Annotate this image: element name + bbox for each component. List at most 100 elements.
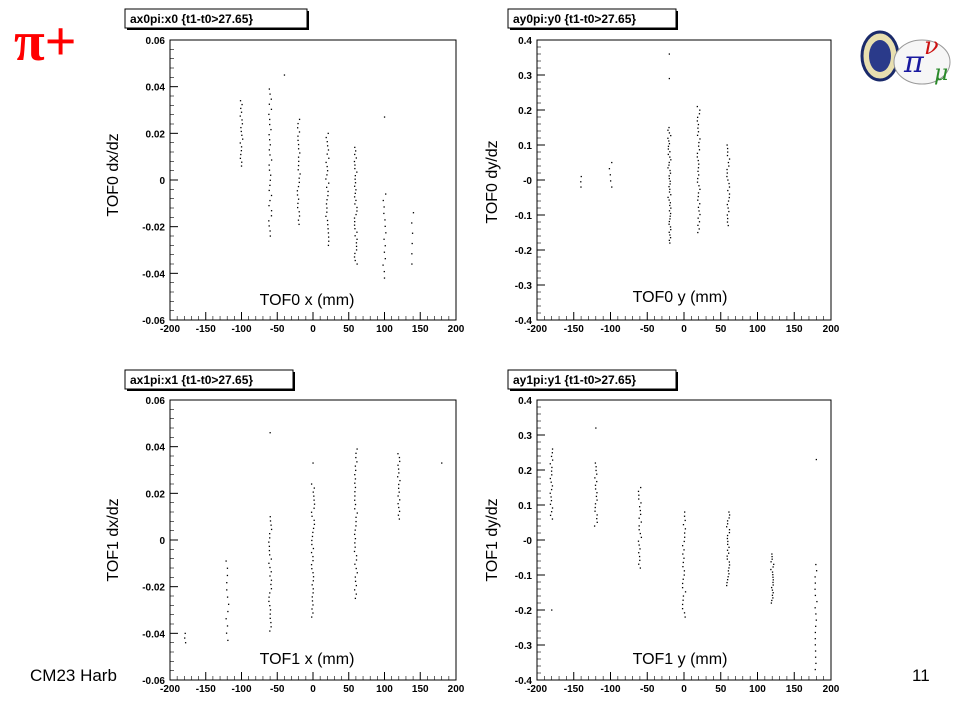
- data-point: [354, 252, 356, 255]
- data-point: [814, 638, 816, 640]
- data-point: [325, 136, 327, 139]
- data-point: [268, 134, 270, 136]
- data-point: [269, 604, 271, 607]
- data-point: [326, 174, 328, 176]
- data-point: [772, 576, 774, 578]
- data-point: [697, 127, 699, 129]
- data-point: [225, 560, 227, 562]
- data-point: [355, 567, 357, 570]
- data-point: [354, 491, 356, 493]
- data-point: [682, 561, 684, 564]
- data-point: [684, 511, 686, 513]
- data-point: [356, 461, 358, 463]
- data-point: [815, 619, 817, 621]
- data-point: [227, 610, 229, 613]
- data-point: [227, 639, 229, 642]
- data-point: [815, 662, 817, 665]
- x-tick-label: 150: [412, 684, 429, 695]
- slide-title: π+: [14, 11, 77, 73]
- data-point: [668, 191, 671, 193]
- data-point: [355, 555, 358, 557]
- data-point: [668, 223, 670, 225]
- data-point: [326, 145, 329, 147]
- y-tick-label: 0.2: [518, 466, 532, 477]
- data-point: [728, 561, 730, 563]
- data-point: [580, 181, 582, 183]
- data-point: [668, 210, 671, 212]
- data-point: [611, 186, 613, 188]
- data-point: [580, 186, 582, 188]
- x-tick-label: -100: [231, 324, 251, 335]
- data-point: [550, 511, 553, 513]
- data-point: [354, 499, 356, 501]
- x-tick-label: 50: [715, 684, 727, 695]
- data-point: [268, 103, 271, 105]
- data-point: [668, 53, 670, 55]
- data-point: [398, 456, 401, 459]
- data-point: [312, 612, 314, 614]
- data-point: [240, 126, 242, 129]
- data-point: [270, 621, 272, 624]
- data-point: [326, 186, 328, 188]
- data-point: [726, 555, 728, 557]
- data-point: [398, 483, 400, 486]
- data-point: [354, 146, 356, 149]
- data-point: [354, 474, 356, 476]
- x-axis-label: TOF0 x (mm): [260, 292, 355, 309]
- data-point: [696, 116, 699, 118]
- data-point: [356, 171, 358, 173]
- data-point: [354, 576, 356, 578]
- plot-title: ay1pi:y1 {t1-t0>27.65}: [513, 373, 636, 387]
- data-point: [639, 513, 642, 516]
- data-point: [399, 460, 401, 463]
- data-point: [728, 158, 731, 160]
- y-tick-label: -0.02: [142, 223, 165, 234]
- data-point: [298, 211, 300, 213]
- data-point: [669, 237, 672, 239]
- data-point: [696, 134, 699, 136]
- data-point: [326, 219, 329, 222]
- data-point: [697, 192, 700, 194]
- page-number: 11: [912, 666, 930, 685]
- data-point: [772, 584, 774, 586]
- data-point: [268, 88, 271, 90]
- data-point: [297, 135, 299, 137]
- svg-text:ν: ν: [924, 32, 939, 60]
- data-point: [696, 156, 698, 158]
- data-point: [270, 588, 273, 590]
- footer-text: CM23 Harb: [30, 666, 117, 685]
- data-point: [411, 242, 413, 245]
- x-tick-label: 0: [681, 684, 687, 695]
- data-point: [726, 175, 728, 178]
- data-point: [354, 542, 356, 544]
- data-point: [311, 600, 314, 602]
- data-point: [298, 131, 301, 133]
- data-point: [728, 531, 731, 534]
- x-tick-label: -50: [640, 324, 655, 335]
- data-point: [313, 487, 315, 489]
- data-point: [397, 487, 400, 489]
- x-tick-label: -200: [160, 324, 180, 335]
- data-point: [580, 175, 582, 178]
- data-point: [638, 555, 641, 558]
- data-point: [728, 573, 730, 575]
- data-point: [268, 549, 271, 552]
- plot-frame: [169, 399, 457, 681]
- data-point: [383, 116, 386, 118]
- data-point: [299, 173, 301, 175]
- data-point: [397, 476, 399, 478]
- x-tick-label: -100: [600, 324, 620, 335]
- data-point: [383, 251, 386, 253]
- data-point: [669, 183, 671, 185]
- data-point: [353, 533, 356, 536]
- data-point: [667, 145, 670, 148]
- data-point: [669, 188, 671, 190]
- data-point: [383, 238, 385, 240]
- data-point: [412, 212, 415, 214]
- data-point: [268, 600, 270, 603]
- data-point: [269, 93, 271, 95]
- x-axis-label: TOF0 y (mm): [633, 289, 728, 306]
- data-point: [668, 77, 670, 80]
- data-point: [639, 532, 641, 535]
- data-point: [310, 564, 313, 566]
